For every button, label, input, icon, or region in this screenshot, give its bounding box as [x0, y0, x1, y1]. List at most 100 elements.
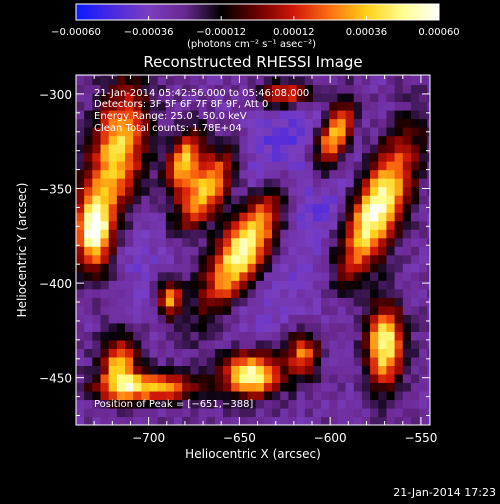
- heatmap-cell: [419, 101, 428, 111]
- heatmap-cell: [378, 212, 388, 222]
- heatmap-cell: [410, 399, 420, 409]
- heatmap-cell: [125, 178, 134, 188]
- heatmap-cell: [321, 365, 330, 375]
- heatmap-cell: [165, 135, 175, 145]
- heatmap-cell: [394, 314, 404, 324]
- heatmap-cell: [84, 305, 93, 315]
- heatmap-cell: [198, 390, 208, 401]
- heatmap-cell: [76, 127, 85, 137]
- heatmap-cell: [116, 92, 126, 103]
- heatmap-cell: [141, 399, 151, 409]
- heatmap-cell: [247, 390, 257, 401]
- heatmap-cell: [76, 280, 85, 290]
- heatmap-cell: [223, 195, 232, 205]
- heatmap-cell: [231, 348, 240, 358]
- heatmap-cell: [288, 416, 298, 425]
- heatmap-cell: [100, 271, 110, 281]
- heatmap-cell: [394, 101, 404, 111]
- heatmap-cell: [337, 101, 347, 111]
- heatmap-cell: [206, 135, 216, 145]
- heatmap-cell: [149, 118, 159, 128]
- heatmap-cell: [84, 365, 93, 375]
- heatmap-cell: [280, 135, 289, 145]
- heatmap-cell: [214, 297, 224, 307]
- heatmap-cell: [378, 254, 388, 264]
- heatmap-cell: [190, 186, 200, 196]
- heatmap-cell: [165, 220, 175, 230]
- heatmap-cell: [280, 84, 289, 94]
- heatmap-cell: [157, 416, 167, 425]
- heatmap-cell: [206, 169, 216, 179]
- heatmap-cell: [255, 348, 265, 358]
- heatmap-cell: [296, 212, 306, 222]
- heatmap-cell: [321, 152, 330, 162]
- heatmap-cell: [190, 203, 200, 213]
- heatmap-cell: [125, 314, 134, 324]
- heatmap-cell: [329, 161, 339, 171]
- y-tick-label: −450: [39, 372, 72, 386]
- heatmap-cell: [353, 118, 363, 128]
- heatmap-cell: [288, 229, 298, 239]
- heatmap-cell: [280, 390, 289, 401]
- heatmap-cell: [116, 416, 126, 425]
- heatmap-cell: [361, 169, 371, 179]
- heatmap-cell: [321, 382, 330, 392]
- heatmap-cell: [410, 382, 420, 392]
- heatmap-cell: [255, 75, 265, 77]
- heatmap-cell: [296, 203, 306, 213]
- heatmap-cell: [239, 246, 249, 256]
- heatmap-cell: [149, 271, 159, 281]
- heatmap-cell: [214, 110, 224, 120]
- heatmap-cell: [239, 135, 249, 145]
- heatmap-cell: [133, 127, 142, 137]
- heatmap-cell: [304, 186, 314, 196]
- heatmap-cell: [133, 373, 142, 384]
- heatmap-cell: [231, 229, 240, 239]
- heatmap-cell: [370, 195, 379, 205]
- heatmap-cell: [263, 220, 273, 230]
- heatmap-cell: [174, 229, 183, 239]
- heatmap-cell: [370, 118, 379, 128]
- heatmap-cell: [296, 356, 306, 366]
- heatmap-cell: [329, 152, 339, 162]
- heatmap-cell: [223, 101, 232, 111]
- heatmap-cell: [280, 373, 289, 384]
- heatmap-cell: [419, 186, 428, 196]
- heatmap-cell: [312, 399, 322, 409]
- heatmap-cell: [255, 305, 265, 315]
- heatmap-cell: [427, 92, 430, 103]
- heatmap-cell: [92, 399, 102, 409]
- heatmap-cell: [386, 152, 396, 162]
- heatmap-cell: [214, 178, 224, 188]
- heatmap-cell: [133, 305, 142, 315]
- heatmap-cell: [125, 212, 134, 222]
- heatmap-cell: [76, 152, 85, 162]
- heatmap-cell: [272, 407, 281, 418]
- y-tick-label: −300: [39, 88, 72, 102]
- heatmap-cell: [402, 365, 412, 375]
- heatmap-cell: [394, 220, 404, 230]
- heatmap-cell: [239, 169, 249, 179]
- heatmap-cell: [239, 229, 249, 239]
- heatmap-cell: [214, 348, 224, 358]
- heatmap-cell: [223, 407, 232, 418]
- heatmap-cell: [353, 127, 363, 137]
- heatmap-cell: [231, 280, 240, 290]
- heatmap-cell: [312, 144, 322, 154]
- heatmap-cell: [296, 246, 306, 256]
- heatmap-cell: [214, 331, 224, 341]
- heatmap-cell: [370, 203, 379, 213]
- heatmap-cell: [223, 348, 232, 358]
- heatmap-cell: [312, 365, 322, 375]
- heatmap-cell: [272, 339, 281, 349]
- heatmap-cell: [386, 271, 396, 281]
- heatmap-cell: [353, 110, 363, 120]
- heatmap-cell: [321, 322, 330, 332]
- heatmap-cell: [337, 118, 347, 128]
- heatmap-cell: [419, 229, 428, 239]
- heatmap-cell: [133, 144, 142, 154]
- heatmap-cell: [337, 390, 347, 401]
- heatmap-cell: [378, 390, 388, 401]
- heatmap-cell: [108, 356, 118, 366]
